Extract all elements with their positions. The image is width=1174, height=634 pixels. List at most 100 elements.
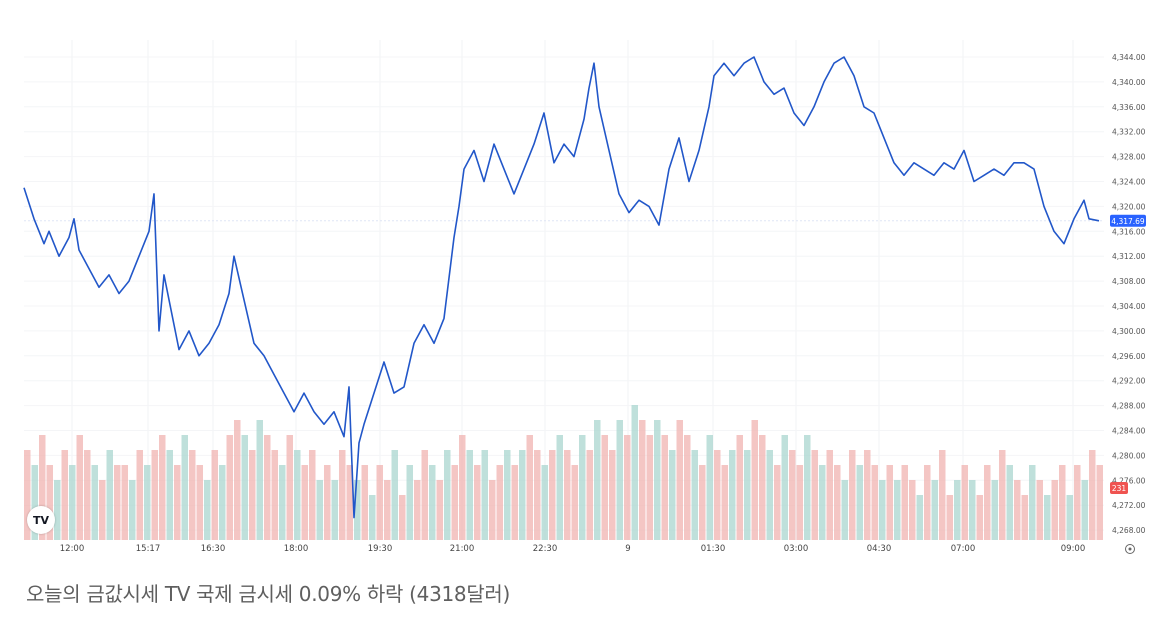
x-tick-label: 01:30: [701, 544, 726, 554]
volume-bar: [999, 450, 1006, 540]
price-series-line: [23, 56, 1100, 519]
volume-bar: [1021, 495, 1028, 540]
volume-bar: [91, 465, 98, 540]
volume-label: 231: [1112, 484, 1127, 493]
volume-bar: [946, 495, 953, 540]
volume-bar: [429, 465, 436, 540]
volume-bar: [699, 465, 706, 540]
volume-bar: [99, 480, 106, 540]
volume-bar: [646, 435, 653, 540]
volume-bar: [624, 435, 631, 540]
volume-bar: [661, 435, 668, 540]
volume-bar: [879, 480, 886, 540]
volume-bar: [114, 465, 121, 540]
settings-icon[interactable]: [1124, 543, 1136, 555]
x-tick-label: 07:00: [951, 544, 976, 554]
volume-bar: [541, 465, 548, 540]
y-tick-label: 4,316.00: [1112, 227, 1146, 236]
volume-bar: [864, 450, 871, 540]
last-price-label: 4,317.69: [1111, 217, 1145, 226]
y-tick-label: 4,300.00: [1112, 327, 1146, 336]
tradingview-logo-icon[interactable]: TV: [27, 506, 55, 534]
y-tick-label: 4,276.00: [1112, 476, 1146, 485]
volume-bar: [736, 435, 743, 540]
volume-bar: [1036, 480, 1043, 540]
volume-bar: [361, 465, 368, 540]
volume-bar: [564, 450, 571, 540]
volume-bar: [534, 450, 541, 540]
logo-text: TV: [32, 513, 50, 527]
volume-bar: [781, 435, 788, 540]
volume-bar: [489, 480, 496, 540]
volume-bar: [459, 435, 466, 540]
x-tick-label: 15:17: [136, 544, 161, 554]
volume-bar: [519, 450, 526, 540]
price-chart[interactable]: 4,344.00 4,340.00 4,336.00 4,332.00 4,328.00…: [0, 0, 1174, 575]
x-tick-label: 03:00: [784, 544, 809, 554]
x-tick-label: 16:30: [201, 544, 226, 554]
volume-bar: [39, 435, 46, 540]
volume-bar: [601, 435, 608, 540]
volume-bar: [856, 465, 863, 540]
volume-bar: [676, 420, 683, 540]
volume-bar: [279, 465, 286, 540]
volume-bar: [549, 450, 556, 540]
volume-bar: [136, 450, 143, 540]
y-tick-label: 4,344.00: [1112, 53, 1146, 62]
chart-canvas[interactable]: 4,344.00 4,340.00 4,336.00 4,332.00 4,328.00…: [0, 0, 1174, 575]
volume-bar: [556, 435, 563, 540]
volume-bar: [256, 420, 263, 540]
volume-bar: [301, 465, 308, 540]
y-tick-label: 4,340.00: [1112, 78, 1146, 87]
volume-bar: [1044, 495, 1051, 540]
volume-bar: [931, 480, 938, 540]
volume-bar: [129, 480, 136, 540]
y-tick-label: 4,296.00: [1112, 352, 1146, 361]
volume-bar: [684, 435, 691, 540]
volume-bar: [721, 465, 728, 540]
volume-bar: [436, 480, 443, 540]
volume-bar: [526, 435, 533, 540]
volume-bar: [76, 435, 83, 540]
volume-bar: [789, 450, 796, 540]
volume-bar: [984, 465, 991, 540]
volume-bar: [744, 450, 751, 540]
volume-bar: [61, 450, 68, 540]
volume-bar: [219, 465, 226, 540]
volume-bar: [226, 435, 233, 540]
volume-bar: [481, 450, 488, 540]
volume-bar: [609, 450, 616, 540]
volume-bar: [84, 450, 91, 540]
volume-bar: [894, 480, 901, 540]
volume-bar: [196, 465, 203, 540]
volume-bar: [31, 465, 38, 540]
volume-bar: [766, 450, 773, 540]
volume-bar: [871, 465, 878, 540]
volume-bar: [729, 450, 736, 540]
volume-bar: [819, 465, 826, 540]
volume-bar: [376, 465, 383, 540]
volume-bar: [691, 450, 698, 540]
volume-bar: [954, 480, 961, 540]
volume-bar: [46, 465, 53, 540]
volume-bar: [759, 435, 766, 540]
volume-bar: [616, 420, 623, 540]
y-tick-label: 4,312.00: [1112, 252, 1146, 261]
volume-bar: [969, 480, 976, 540]
volume-bar: [159, 435, 166, 540]
volume-bar: [1089, 450, 1096, 540]
y-tick-label: 4,284.00: [1112, 427, 1146, 436]
volume-bar: [804, 435, 811, 540]
volume-bar: [1029, 465, 1036, 540]
volume-bar: [1066, 495, 1073, 540]
volume-bar: [901, 465, 908, 540]
volume-bar: [849, 450, 856, 540]
volume-bar: [586, 450, 593, 540]
volume-bar: [1096, 465, 1103, 540]
volume-bar: [384, 480, 391, 540]
y-tick-label: 4,288.00: [1112, 402, 1146, 411]
volume-bar: [421, 450, 428, 540]
x-tick-label: 22:30: [533, 544, 558, 554]
volume-bar: [309, 450, 316, 540]
volume-bar: [234, 420, 241, 540]
